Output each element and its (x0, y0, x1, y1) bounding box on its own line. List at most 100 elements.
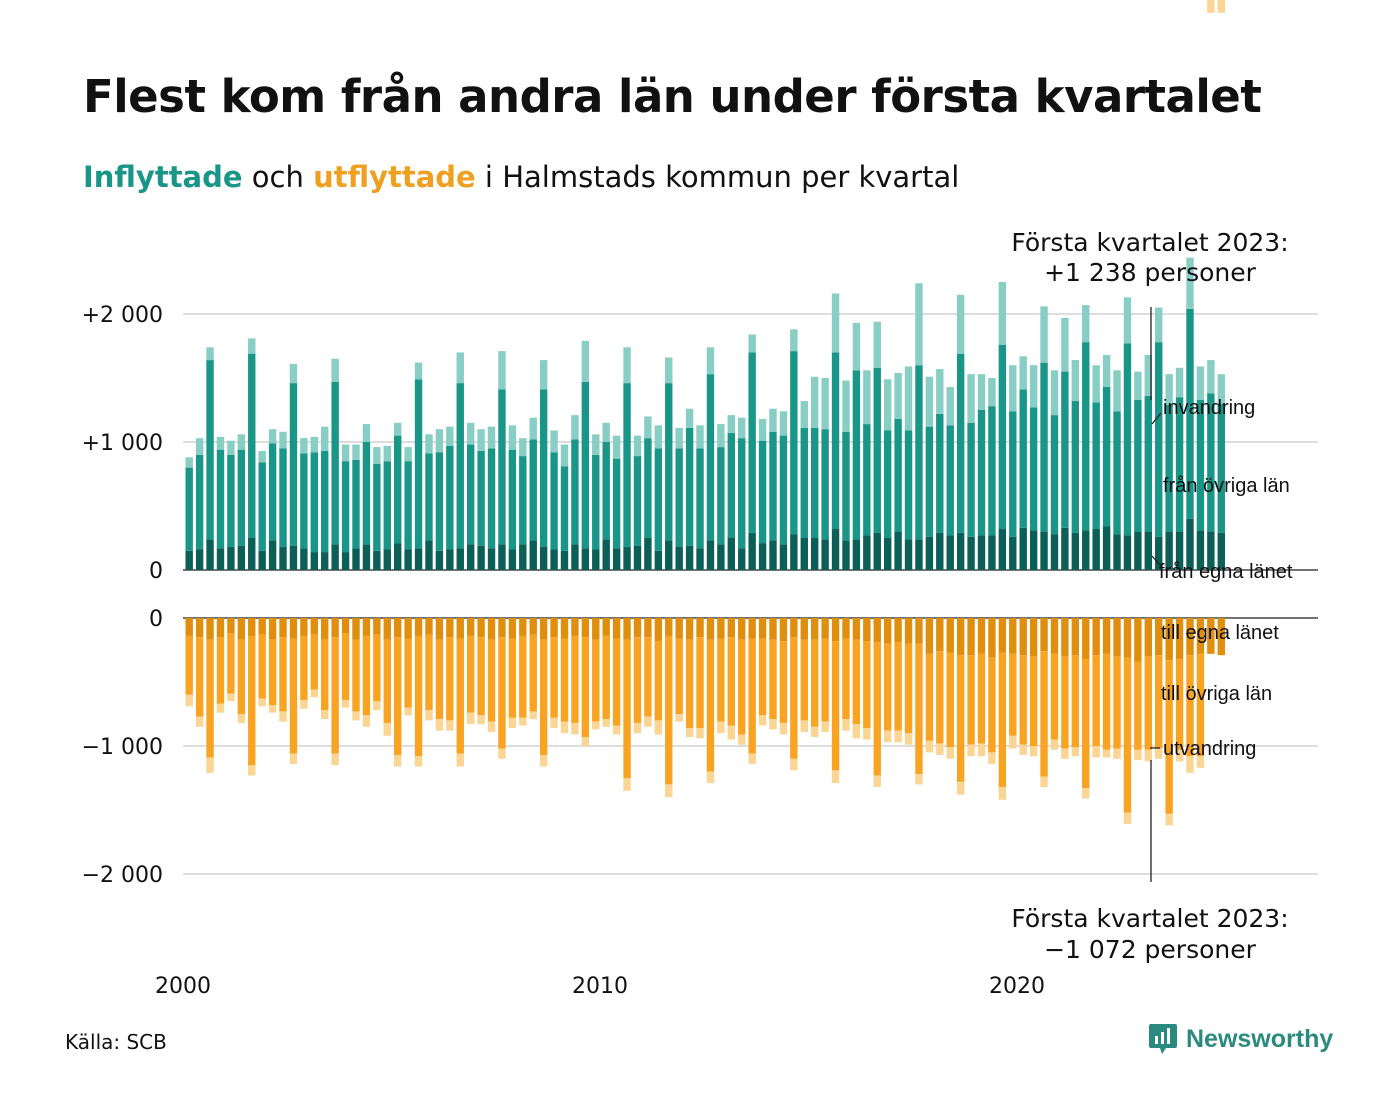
bar-outflow-other (1040, 651, 1048, 777)
bar-inflow-own (216, 548, 225, 570)
bar-inflow-other (477, 450, 485, 546)
bar-inflow-other (1019, 389, 1027, 528)
bar-outflow-own (477, 618, 485, 638)
bar-outflow-own (310, 618, 318, 635)
bar-inflow-abroad (831, 293, 840, 353)
series-label-fran-ovriga-lan: från övriga län (1163, 475, 1290, 497)
bar-outflow-abroad (456, 753, 464, 767)
subtitle-rest: i Halmstads kommun per kvartal (475, 160, 960, 194)
bar-outflow-abroad (665, 784, 673, 798)
bar-outflow-other (706, 639, 715, 772)
bar-outflow-other (831, 641, 840, 771)
y-tick-top-1000: +1 000 (82, 431, 163, 456)
bar-inflow-other (529, 439, 537, 541)
bar-outflow-abroad (1102, 749, 1111, 758)
bar-outflow-own (1134, 618, 1142, 662)
bar-outflow-abroad (581, 737, 590, 746)
bar-outflow-own (779, 618, 788, 642)
annotation-bottom-line1: Första kvartalet 2023: (1011, 904, 1288, 933)
bar-inflow-other (258, 462, 266, 551)
bar-outflow-own (592, 618, 600, 640)
bar-outflow-own (446, 618, 454, 638)
bar-outflow-other (936, 651, 944, 744)
bar-outflow-own (185, 618, 193, 636)
bar-outflow-abroad (800, 720, 808, 732)
bar-inflow-abroad (227, 440, 235, 455)
bar-inflow-own (1123, 535, 1132, 570)
bar-inflow-abroad (800, 401, 808, 428)
bar-inflow-abroad (592, 434, 600, 455)
bar-inflow-other (519, 456, 527, 545)
bar-inflow-abroad (998, 282, 1007, 345)
bar-outflow-own (1144, 618, 1152, 657)
bar-inflow-other (498, 389, 506, 545)
bar-outflow-own (560, 618, 569, 639)
bar-outflow-other (1009, 653, 1017, 736)
bar-outflow-abroad (925, 740, 934, 753)
bar-outflow-own (1102, 618, 1111, 654)
bar-outflow-abroad (1196, 756, 1205, 768)
bar-inflow-abroad (1217, 374, 1225, 404)
bar-inflow-other (633, 456, 642, 546)
inflow-bars (185, 257, 1225, 570)
bar-inflow-other (1040, 362, 1048, 532)
bar-outflow-other (1029, 656, 1038, 746)
bar-inflow-other (539, 389, 548, 547)
label-pointer-invandring (1151, 412, 1162, 425)
bar-inflow-own (519, 544, 527, 570)
bar-inflow-abroad (1123, 297, 1132, 344)
bar-inflow-abroad (258, 450, 266, 463)
bar-inflow-other (394, 435, 402, 544)
bar-inflow-own (1175, 531, 1184, 570)
bar-inflow-abroad (779, 411, 788, 436)
bar-inflow-abroad (466, 422, 475, 445)
bar-inflow-other (268, 443, 277, 541)
bar-outflow-abroad (873, 775, 881, 787)
bar-outflow-abroad (1009, 735, 1017, 749)
bar-outflow-other (685, 639, 694, 729)
bar-inflow-own (675, 546, 683, 570)
bar-outflow-other (373, 634, 381, 702)
bar-outflow-abroad (644, 716, 652, 727)
bar-inflow-own (831, 529, 840, 570)
bar-outflow-other (1144, 656, 1152, 750)
bar-inflow-abroad (279, 431, 287, 449)
bar-inflow-own (352, 548, 360, 570)
bar-outflow-other (258, 634, 266, 699)
bar-outflow-abroad (967, 744, 975, 757)
bar-outflow-abroad (696, 728, 704, 739)
bar-inflow-abroad (758, 418, 767, 441)
bar-inflow-abroad (519, 438, 527, 457)
bar-outflow-abroad (883, 730, 892, 743)
bar-outflow-other (331, 637, 339, 754)
bar-inflow-other (654, 448, 663, 551)
bar-inflow-other (988, 406, 996, 536)
bar-outflow-own (769, 618, 777, 640)
bar-outflow-own (466, 618, 475, 636)
bar-inflow-other (894, 418, 902, 532)
bar-inflow-own (1155, 536, 1163, 570)
bar-inflow-own (988, 535, 996, 570)
bar-inflow-other (279, 448, 287, 547)
bar-inflow-abroad (1050, 370, 1059, 416)
bar-inflow-other (946, 425, 954, 536)
bar-inflow-abroad (821, 378, 829, 430)
bar-inflow-other (1144, 395, 1152, 532)
bar-inflow-own (581, 548, 590, 570)
bar-outflow-abroad (539, 754, 548, 767)
bar-inflow-own (1217, 532, 1225, 570)
bar-outflow-other (1165, 660, 1173, 814)
bar-outflow-abroad (946, 747, 954, 759)
bar-outflow-own (1196, 618, 1205, 654)
bar-inflow-own (1082, 530, 1090, 570)
bar-inflow-own (738, 548, 746, 570)
bar-outflow-other (539, 639, 548, 755)
bar-outflow-own (1082, 618, 1090, 659)
bar-inflow-abroad (446, 426, 454, 446)
bar-inflow-other (310, 452, 318, 553)
bar-outflow-abroad (1050, 739, 1059, 750)
bar-outflow-other (300, 635, 308, 700)
bar-outflow-own (602, 618, 610, 636)
bar-outflow-other (592, 639, 600, 722)
bar-outflow-other (248, 635, 256, 766)
